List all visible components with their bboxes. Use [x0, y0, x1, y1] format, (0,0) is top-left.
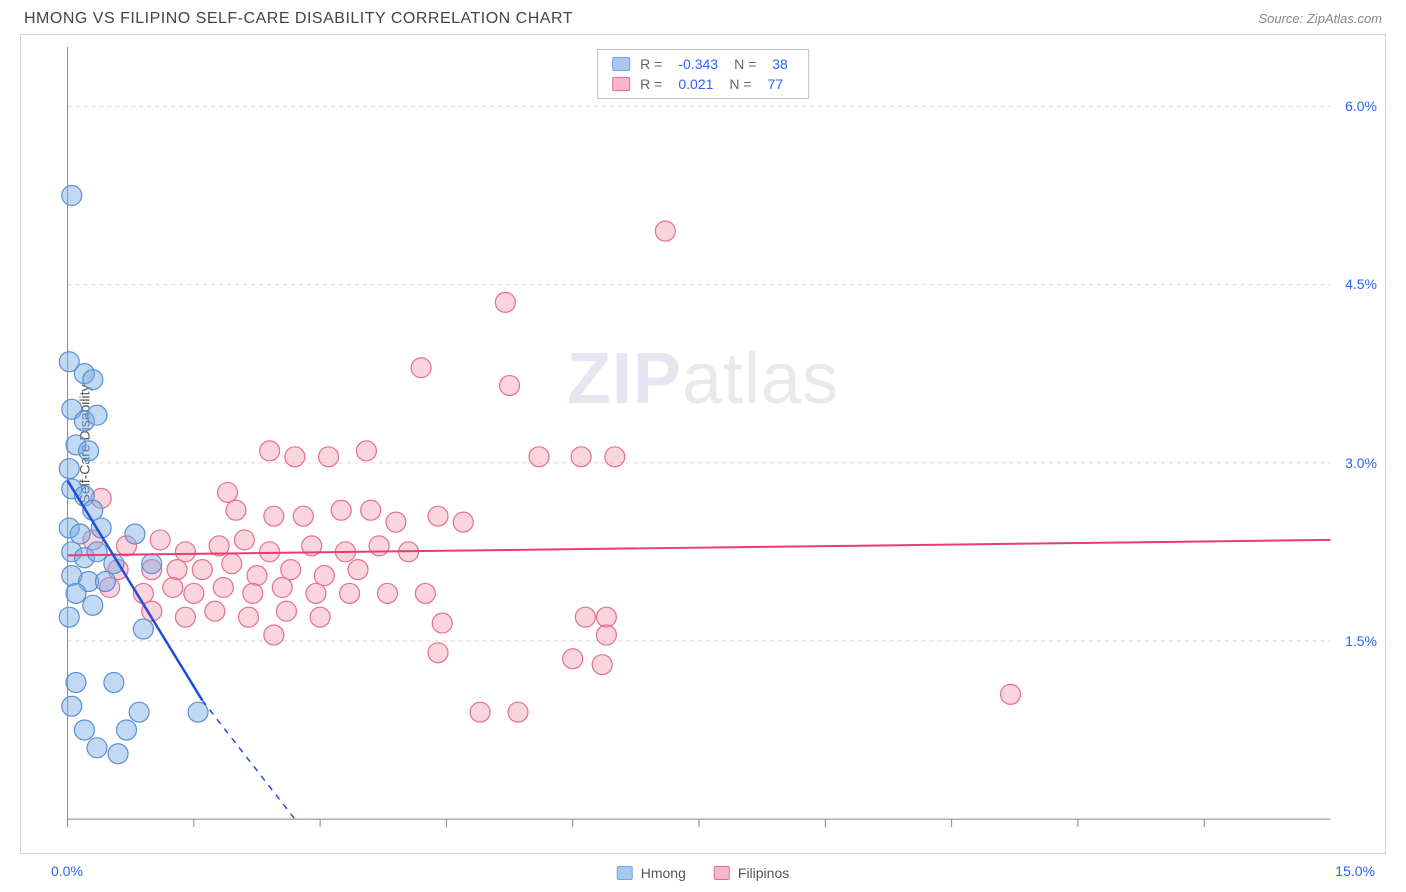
- y-tick-label: 6.0%: [1345, 98, 1377, 114]
- y-tick-label: 1.5%: [1345, 633, 1377, 649]
- legend-row: R = 0.021N =77: [612, 74, 794, 94]
- legend-swatch: [617, 866, 633, 880]
- chart-title: HMONG VS FILIPINO SELF-CARE DISABILITY C…: [24, 10, 573, 28]
- legend-item: Hmong: [617, 865, 686, 881]
- y-tick-label: 4.5%: [1345, 276, 1377, 292]
- source-label: Source: ZipAtlas.com: [1258, 11, 1382, 26]
- legend-item: Filipinos: [714, 865, 789, 881]
- legend-swatch: [714, 866, 730, 880]
- legend-label: Filipinos: [738, 865, 789, 881]
- y-tick-label: 3.0%: [1345, 455, 1377, 471]
- scatter-plot: [21, 35, 1385, 853]
- legend-swatch: [612, 57, 630, 71]
- legend-swatch: [612, 77, 630, 91]
- x-tick-end: 15.0%: [1335, 863, 1375, 879]
- x-tick-start: 0.0%: [51, 863, 83, 879]
- correlation-legend: R =-0.343N =38R = 0.021N =77: [597, 49, 809, 99]
- chart-container: Self-Care Disability ZIPatlas R =-0.343N…: [20, 34, 1386, 854]
- legend-row: R =-0.343N =38: [612, 54, 794, 74]
- legend-label: Hmong: [641, 865, 686, 881]
- series-legend: Hmong Filipinos: [617, 865, 790, 881]
